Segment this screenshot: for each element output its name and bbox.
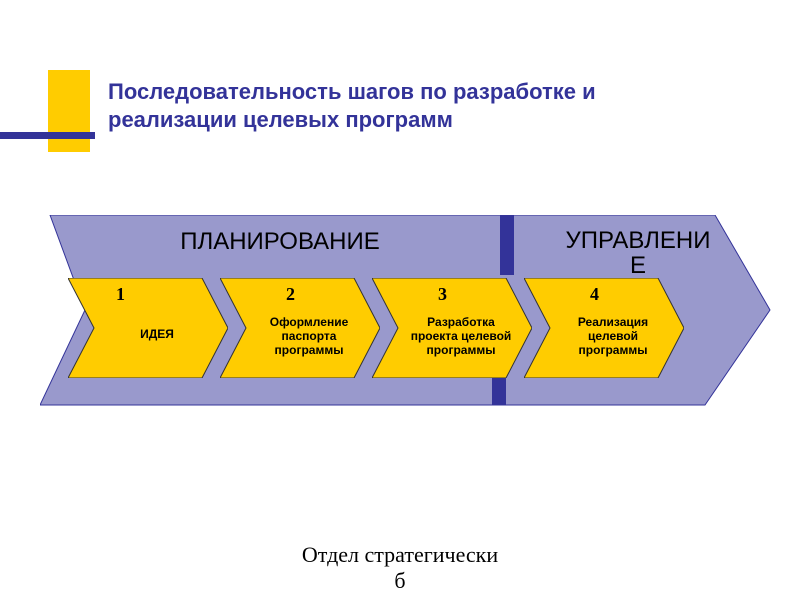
step-label: Оформлениепаспортапрограммы	[246, 316, 372, 357]
phase-labels: ПЛАНИРОВАНИЕ УПРАВЛЕНИ Е	[0, 228, 800, 268]
footer-line1: Отдел стратегически	[0, 542, 800, 568]
title-line1: Последовательность шагов по разработке и	[108, 78, 596, 106]
step-1: 1 ИДЕЯ	[68, 278, 228, 378]
step-4: 4 Реализацияцелевойпрограммы	[524, 278, 684, 378]
step-2: 2 Оформлениепаспортапрограммы	[220, 278, 380, 378]
step-number: 4	[590, 284, 599, 305]
steps-container: 1 ИДЕЯ 2 Оформлениепаспортапрограммы 3 Разраб…	[68, 278, 708, 378]
step-number: 1	[116, 284, 125, 305]
title-line2: реализации целевых программ	[108, 106, 596, 134]
step-number: 2	[286, 284, 295, 305]
phase-divider-top	[500, 215, 514, 275]
phase-divider-bottom	[492, 378, 506, 405]
step-label: Разработкапроекта целевойпрограммы	[398, 316, 524, 357]
decor-blue-line	[0, 132, 95, 139]
decor-yellow-block	[48, 70, 90, 152]
step-label: Реализацияцелевойпрограммы	[550, 316, 676, 357]
footer: Отдел стратегически б	[0, 542, 800, 594]
step-number: 3	[438, 284, 447, 305]
phase-planning-text: ПЛАНИРОВАНИЕ	[180, 228, 380, 255]
footer-line2: б	[0, 568, 800, 594]
phase-management-line2: Е	[528, 253, 748, 278]
phase-label-planning: ПЛАНИРОВАНИЕ	[170, 228, 390, 256]
step-3: 3 Разработкапроекта целевойпрограммы	[372, 278, 532, 378]
step-label: ИДЕЯ	[94, 328, 220, 342]
phase-management-line1: УПРАВЛЕНИ	[566, 227, 711, 254]
page-title: Последовательность шагов по разработке и…	[108, 78, 596, 133]
phase-label-management: УПРАВЛЕНИ Е	[528, 228, 748, 278]
